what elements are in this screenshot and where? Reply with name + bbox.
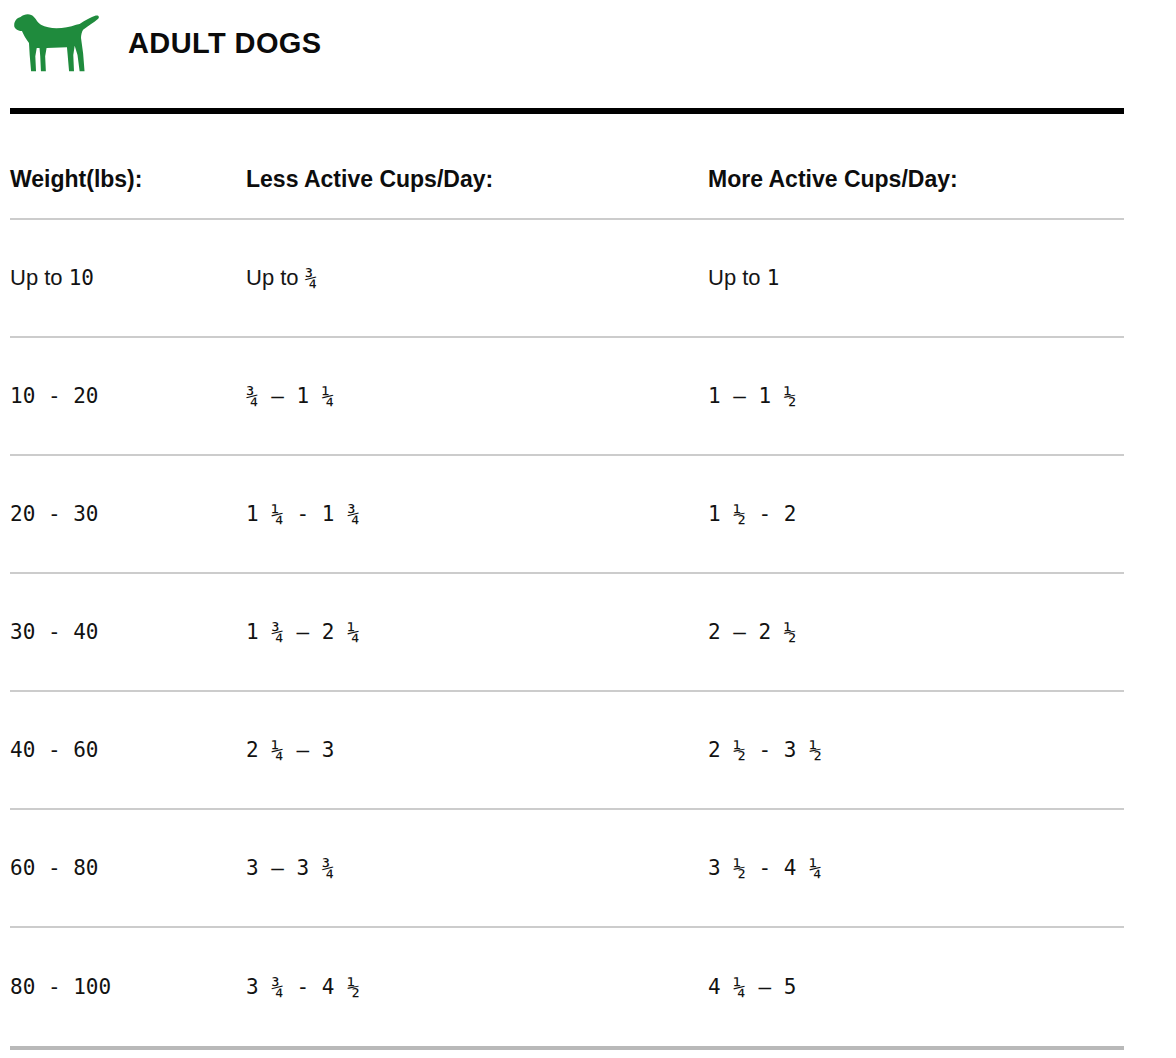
cell-value: 1 ¼ - 1 ¾ (246, 502, 360, 526)
cell-value: 20 - 30 (10, 502, 99, 526)
table-header-row: Weight(lbs): Less Active Cups/Day: More … (10, 114, 1124, 220)
cell-value: 1 — 1 ½ (708, 384, 797, 408)
page-title: ADULT DOGS (128, 27, 322, 60)
table-row: 60 - 80 3 — 3 ¾ 3 ½ - 4 ¼ (10, 810, 1124, 928)
table-row: 20 - 30 1 ¼ - 1 ¾ 1 ½ - 2 (10, 456, 1124, 574)
cell-value: 10 - 20 (10, 384, 99, 408)
cell-less-active: 1 ¼ - 1 ¾ (246, 501, 708, 527)
cell-more-active: 2 — 2 ½ (708, 619, 1124, 645)
cell-value: 10 (69, 266, 94, 290)
cell-more-active: 4 ¼ — 5 (708, 974, 1124, 1000)
dog-icon (10, 10, 100, 76)
cell-more-active: 2 ½ - 3 ½ (708, 737, 1124, 763)
cell-value: 1 ½ - 2 (708, 502, 797, 526)
cell-value: 80 - 100 (10, 975, 111, 999)
column-header-more-active: More Active Cups/Day: (708, 166, 1124, 193)
table-row: 30 - 40 1 ¾ — 2 ¼ 2 — 2 ½ (10, 574, 1124, 692)
section-header: ADULT DOGS (10, 8, 1176, 78)
cell-less-active: 3 — 3 ¾ (246, 855, 708, 881)
cell-value: 2 ¼ — 3 (246, 738, 335, 762)
cell-weight: 40 - 60 (10, 737, 246, 763)
cell-value: ¾ — 1 ¼ (246, 384, 335, 408)
cell-less-active: 2 ¼ — 3 (246, 737, 708, 763)
cell-value: 40 - 60 (10, 738, 99, 762)
cell-less-active: Up to ¾ (246, 265, 708, 291)
cell-more-active: Up to 1 (708, 265, 1124, 291)
cell-more-active: 1 — 1 ½ (708, 383, 1124, 409)
cell-more-active: 3 ½ - 4 ¼ (708, 855, 1124, 881)
table-row: Up to 10Up to ¾Up to 1 (10, 220, 1124, 338)
cell-value: 60 - 80 (10, 856, 99, 880)
cell-less-active: 1 ¾ — 2 ¼ (246, 619, 708, 645)
cell-weight: 30 - 40 (10, 619, 246, 645)
feeding-table: Weight(lbs): Less Active Cups/Day: More … (10, 114, 1124, 1046)
cell-value: ¾ (305, 266, 318, 290)
cell-label: Up to (246, 265, 305, 290)
cell-weight: 20 - 30 (10, 501, 246, 527)
cell-value: 30 - 40 (10, 620, 99, 644)
cell-less-active: ¾ — 1 ¼ (246, 383, 708, 409)
cell-weight: 60 - 80 (10, 855, 246, 881)
cell-value: 3 ¾ - 4 ½ (246, 975, 360, 999)
cell-label: Up to (10, 265, 69, 290)
cell-weight: 10 - 20 (10, 383, 246, 409)
cell-value: 3 — 3 ¾ (246, 856, 335, 880)
cell-value: 3 ½ - 4 ¼ (708, 856, 822, 880)
cell-weight: 80 - 100 (10, 974, 246, 1000)
column-header-weight: Weight(lbs): (10, 166, 246, 193)
table-row: 10 - 20 ¾ — 1 ¼ 1 — 1 ½ (10, 338, 1124, 456)
cell-value: 1 (767, 266, 780, 290)
table-row: 80 - 100 3 ¾ - 4 ½ 4 ¼ — 5 (10, 928, 1124, 1046)
column-header-less-active: Less Active Cups/Day: (246, 166, 708, 193)
cell-value: 2 ½ - 3 ½ (708, 738, 822, 762)
cell-value: 1 ¾ — 2 ¼ (246, 620, 360, 644)
table-body: Up to 10Up to ¾Up to 110 - 20¾ — 1 ¼1 — … (10, 220, 1124, 1046)
section-bottom-divider (10, 1046, 1124, 1050)
cell-more-active: 1 ½ - 2 (708, 501, 1124, 527)
cell-value: 4 ¼ — 5 (708, 975, 797, 999)
cell-weight: Up to 10 (10, 265, 246, 291)
cell-value: 2 — 2 ½ (708, 620, 797, 644)
cell-label: Up to (708, 265, 767, 290)
adult-dogs-feeding-guide: ADULT DOGS Weight(lbs): Less Active Cups… (0, 0, 1176, 1050)
table-row: 40 - 60 2 ¼ — 3 2 ½ - 3 ½ (10, 692, 1124, 810)
cell-less-active: 3 ¾ - 4 ½ (246, 974, 708, 1000)
